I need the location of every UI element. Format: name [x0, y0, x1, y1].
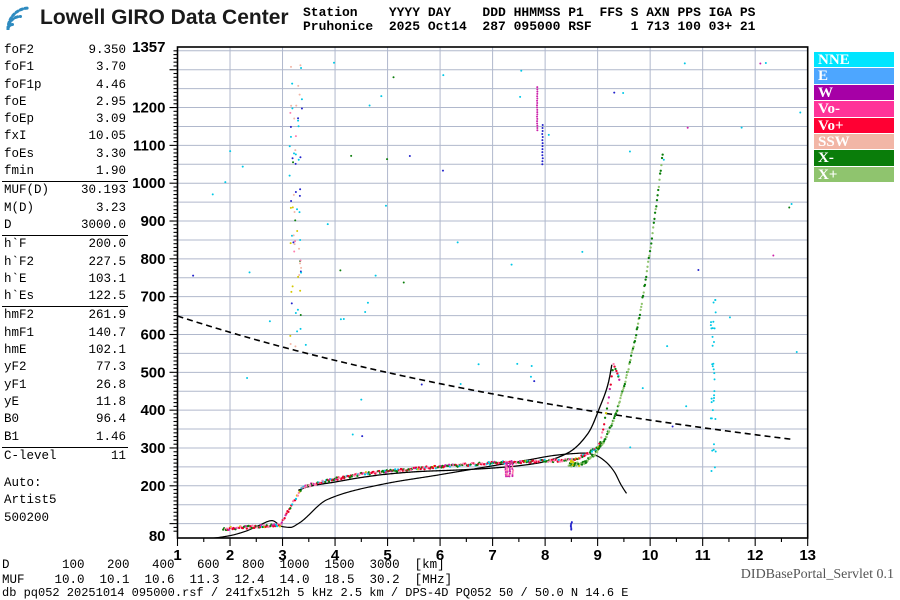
svg-text:8: 8 — [541, 547, 549, 564]
svg-text:7: 7 — [488, 547, 496, 564]
svg-text:600: 600 — [140, 327, 165, 344]
svg-text:11: 11 — [695, 547, 711, 564]
svg-text:1200: 1200 — [132, 100, 165, 117]
svg-text:400: 400 — [140, 402, 165, 419]
svg-text:300: 300 — [140, 440, 165, 457]
svg-text:1100: 1100 — [133, 137, 166, 154]
svg-text:1000: 1000 — [132, 175, 165, 192]
svg-text:700: 700 — [140, 289, 165, 306]
svg-text:13: 13 — [799, 547, 816, 564]
svg-text:9: 9 — [593, 547, 601, 564]
svg-text:200: 200 — [140, 478, 165, 495]
svg-text:80: 80 — [149, 528, 166, 545]
svg-text:500: 500 — [140, 364, 165, 381]
svg-text:900: 900 — [140, 213, 165, 230]
svg-text:12: 12 — [747, 547, 764, 564]
svg-text:10: 10 — [642, 547, 659, 564]
svg-text:800: 800 — [140, 251, 165, 268]
svg-text:1357: 1357 — [132, 39, 165, 56]
